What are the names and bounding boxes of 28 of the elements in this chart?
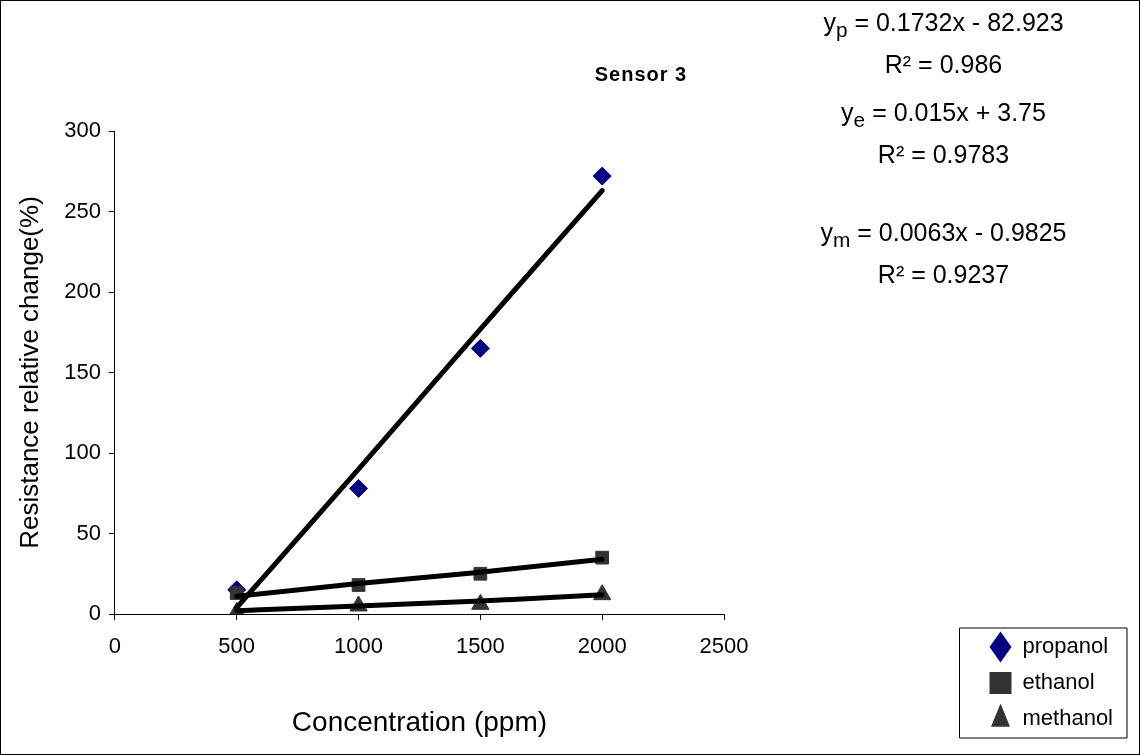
text: y$_{m}$ = 0.0063x - 0.9825 (819, 217, 1068, 253)
chart-title: Sensor 3 (593, 63, 689, 86)
x-tick-label: 0 (108, 633, 122, 659)
point (349, 478, 369, 498)
text: y$_{p}$ = 0.1732x - 82.923 (822, 7, 1065, 43)
point (470, 338, 490, 358)
y-tick-label: 300 (64, 117, 101, 143)
legend-label: propanol (1022, 633, 1109, 659)
text: R² = 0.986 (883, 49, 1004, 80)
y-tick-label: 150 (64, 358, 101, 384)
point (592, 166, 612, 186)
y-tick-label: 100 (64, 439, 101, 465)
x-tick-label: 2500 (699, 633, 749, 659)
y-axis-title: Resistance relative change(%) (13, 196, 44, 549)
legend-label: methanol (1022, 705, 1114, 731)
text: y$_{e}$ = 0.015x + 3.75 (840, 97, 1047, 133)
x-tick-label: 1000 (334, 633, 384, 659)
x-tick-label: 2000 (577, 633, 627, 659)
text: R² = 0.9237 (876, 259, 1011, 290)
legend-label: ethanol (1022, 669, 1095, 695)
y-tick-label: 250 (64, 197, 101, 223)
text: R² = 0.9783 (876, 139, 1011, 170)
y-tick-label: 200 (64, 278, 101, 304)
x-axis-title: Concentration (ppm) (291, 705, 548, 737)
x-tick-label: 1500 (455, 633, 505, 659)
y-tick-label: 50 (76, 519, 101, 545)
x-tick-label: 500 (218, 633, 256, 659)
y-tick-label: 0 (88, 600, 101, 626)
